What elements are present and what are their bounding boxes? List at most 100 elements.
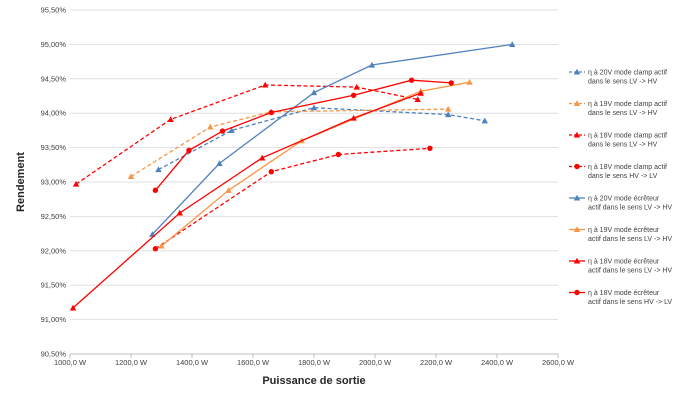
series-3 (72, 81, 421, 187)
data-point (310, 89, 318, 96)
data-point (186, 147, 192, 154)
series-1 (155, 104, 488, 173)
y-tick-label: 92,50% (41, 212, 67, 221)
legend-label-line-1: η à 19V mode écrêteur (588, 227, 660, 234)
legend-item-5: η à 20V mode écrêteur actif dans le sens … (569, 194, 672, 212)
legend-marker (573, 131, 581, 138)
legend-item-8: η à 18V mode écrêteur actif dans le sens … (569, 289, 672, 306)
data-point (353, 83, 360, 90)
y-tick-label: 93,00% (41, 178, 67, 187)
series-7 (69, 90, 424, 311)
series-4 (152, 145, 433, 252)
data-point (335, 151, 342, 158)
y-tick-label: 92,00% (41, 246, 67, 255)
data-point (155, 166, 162, 173)
data-point (445, 105, 452, 112)
y-tick-label: 94,50% (41, 74, 67, 83)
y-tick-label: 91,50% (41, 281, 67, 290)
data-point (69, 304, 77, 311)
data-point (207, 123, 214, 130)
legend-item-2: η à 19V mode clamp actif dans le sens LV … (569, 100, 667, 117)
series-layer (69, 41, 516, 311)
x-tick-label: 1400,0 W (176, 358, 209, 367)
gridlines (70, 9, 558, 355)
series-5 (149, 41, 516, 237)
x-tick-label: 1800,0 W (298, 358, 331, 367)
x-tick-label: 1200,0 W (115, 358, 148, 367)
legend-marker (573, 226, 581, 233)
x-tick-label: 2600,0 W (542, 358, 575, 367)
data-point (481, 117, 488, 124)
legend-marker (574, 163, 580, 170)
legend-item-6: η à 19V mode écrêteur actif dans le sens … (569, 226, 672, 243)
data-point (72, 180, 80, 187)
legend-item-7: η à 18V mode écrêteur actif dans le sens … (569, 257, 672, 275)
data-point (417, 90, 424, 96)
data-point (262, 81, 269, 88)
data-point (216, 160, 223, 166)
series-8 (152, 77, 454, 193)
legend-label-line-2: dans le sens LV -> HV (588, 142, 658, 149)
data-point (427, 145, 433, 151)
x-tick-label: 1000,0 W (54, 358, 87, 367)
data-point (268, 109, 274, 116)
legend-label-line-2: actif dans le sens HV -> LV (588, 299, 672, 306)
y-tick-label: 93,50% (41, 143, 67, 152)
series-line (151, 43, 513, 235)
data-point (448, 80, 454, 86)
data-point (466, 79, 473, 85)
data-point (158, 242, 165, 249)
legend-label-line-2: actif dans le sens LV -> HV (588, 205, 672, 212)
series-6 (158, 79, 473, 249)
data-point (219, 128, 226, 134)
series-line (158, 107, 485, 171)
data-point (228, 127, 235, 133)
data-point (225, 187, 232, 193)
y-tick-label: 94,00% (41, 109, 67, 118)
x-tick-label: 2400,0 W (481, 358, 514, 367)
legend-marker (573, 194, 581, 201)
series-line (161, 81, 470, 247)
legend-label-line-2: dans le sens HV -> LV (588, 173, 658, 180)
series-line (72, 92, 422, 309)
legend-label-line-2: actif dans le sens LV -> HV (588, 268, 672, 275)
data-point (268, 168, 274, 175)
y-tick-label: 90,50% (41, 350, 67, 359)
data-point (350, 92, 357, 99)
legend-label-line-1: η à 18V mode écrêteur (588, 290, 660, 297)
legend-marker (573, 100, 581, 107)
data-point (127, 173, 135, 180)
x-tick-label: 2200,0 W (420, 358, 453, 367)
legend-label-line-2: actif dans le sens LV -> HV (588, 236, 672, 243)
x-tick-label: 1600,0 W (237, 358, 270, 367)
data-point (368, 61, 376, 68)
legend-item-1: η à 20V mode clamp actif dans le sens LV … (569, 68, 667, 86)
legend-label-line-2: dans le sens LV -> HV (588, 79, 658, 86)
data-point (152, 246, 159, 252)
data-point (445, 111, 452, 118)
data-point (167, 116, 174, 122)
y-tick-label: 91,00% (41, 315, 67, 324)
data-point (350, 114, 357, 121)
legend-label-line-1: η à 18V mode écrêteur (588, 259, 660, 266)
x-tick-label: 2000,0 W (359, 358, 392, 367)
legend-item-3: η à 18V mode clamp actif dans le sens LV … (569, 131, 667, 149)
legend-label-line-1: η à 18V mode clamp actif (588, 164, 667, 171)
data-point (509, 41, 516, 47)
series-line (75, 84, 418, 185)
axes: 90,50% 91,00% 91,50% 92,00% 92,50% 93,00% 93,5… (41, 6, 575, 368)
x-axis-title: Puissance de sortie (262, 375, 365, 387)
legend-marker (573, 257, 581, 264)
y-tick-label: 95,00% (41, 40, 67, 49)
legend-marker (574, 289, 580, 296)
series-line (155, 147, 430, 250)
legend-label-line-1: η à 18V mode clamp actif (588, 133, 667, 140)
y-axis-title: Rendement (15, 152, 27, 212)
legend-label-line-2: dans le sens LV -> HV (588, 110, 658, 117)
legend-item-4: η à 18V mode clamp actif dans le sens HV … (569, 163, 667, 180)
data-point (414, 96, 421, 102)
legend-marker (573, 68, 581, 75)
data-point (258, 154, 266, 161)
data-point (152, 187, 159, 193)
